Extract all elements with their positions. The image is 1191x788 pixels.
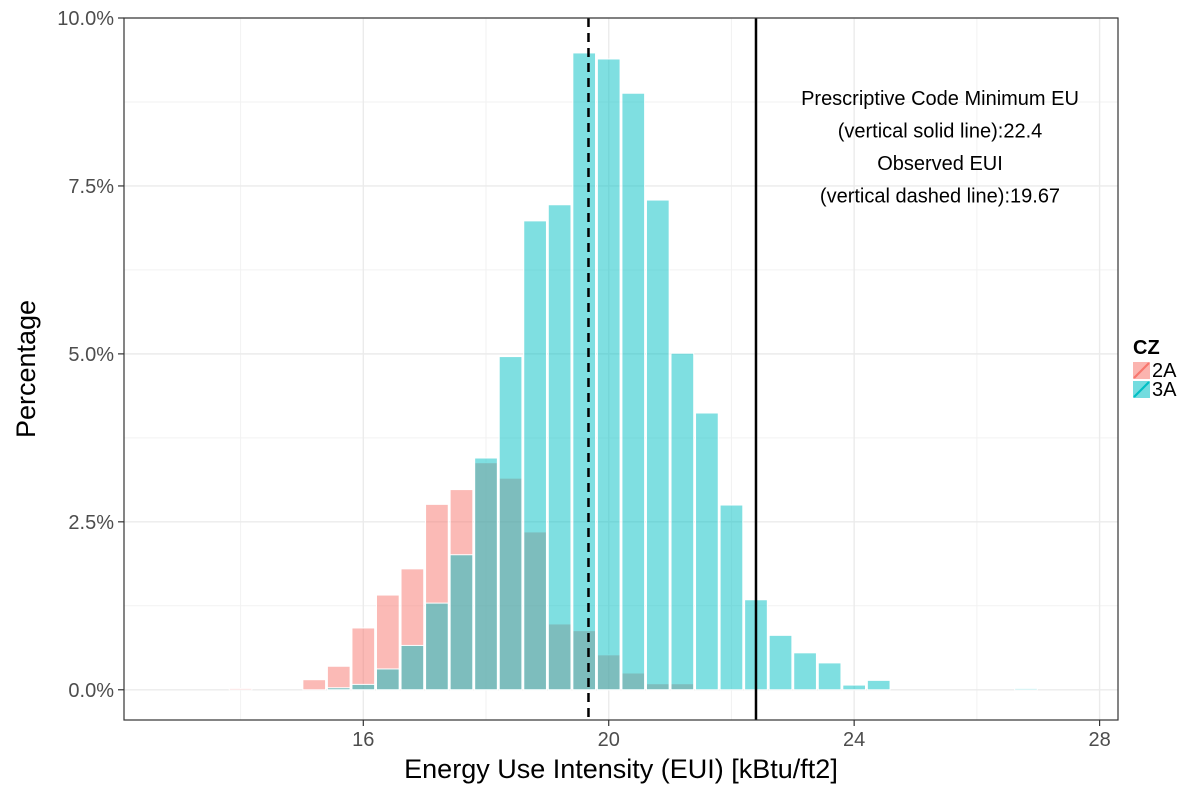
annotation-line: Prescriptive Code Minimum EU: [801, 88, 1079, 110]
bar-3a: [842, 684, 867, 691]
bar-3a: [474, 457, 498, 691]
bar-3a: [645, 199, 670, 691]
y-tick-label: 7.5%: [68, 176, 114, 198]
annotation-line: (vertical solid line):22.4: [838, 121, 1043, 143]
x-tick-label: 20: [598, 729, 620, 751]
legend-key-slash: [1133, 362, 1150, 379]
y-tick-label: 2.5%: [68, 512, 114, 534]
legend-key-slash: [1133, 381, 1150, 398]
reference-lines: [587, 18, 758, 720]
bar-3a: [400, 644, 425, 691]
bar-3a: [670, 352, 695, 691]
plot-border: [123, 17, 1119, 721]
y-axis-title: Percentage: [11, 300, 41, 438]
bar-3a: [695, 412, 719, 691]
x-tick-label: 16: [352, 729, 374, 751]
bar-3a: [621, 92, 646, 691]
legend-label-3a: 3A: [1152, 379, 1177, 401]
y-tick-label: 0.0%: [68, 680, 114, 702]
bar-3a: [523, 220, 547, 691]
bar-3a: [498, 356, 523, 691]
x-tick-label: 28: [1088, 729, 1110, 751]
annotation: Prescriptive Code Minimum EU (vertical so…: [801, 88, 1079, 208]
bar-3a: [793, 652, 817, 691]
bar-2a: [326, 665, 351, 691]
y-tick-label: 5.0%: [68, 344, 114, 366]
annotation-line: (vertical dashed line):19.67: [820, 186, 1060, 208]
y-tick-label: 10.0%: [57, 8, 114, 30]
x-tick-label: 24: [843, 729, 865, 751]
bar-3a: [1014, 687, 1038, 691]
legend-label-2a: 2A: [1152, 360, 1177, 382]
bar-2a: [351, 627, 376, 691]
bar-2a: [228, 687, 253, 691]
annotation-line: Observed EUI: [877, 153, 1003, 175]
bar-3a: [596, 58, 621, 691]
bars: [228, 52, 1038, 691]
legend-title: CZ: [1133, 337, 1160, 359]
bar-3a: [351, 683, 376, 691]
bar-2a: [302, 679, 327, 691]
bar-3a: [425, 602, 449, 691]
bar-3a: [375, 668, 400, 691]
bar-3a: [572, 52, 597, 691]
bar-3a: [547, 204, 572, 691]
bar-3a: [326, 687, 351, 691]
axis-ticks: 16 20 24 28 0.0% 2.5% 5.0% 7.5% 10.0%: [57, 8, 1110, 751]
x-axis-title: Energy Use Intensity (EUI) [kBtu/ft2]: [404, 754, 838, 784]
bar-3a: [449, 554, 474, 691]
plot-panel: [124, 18, 1118, 720]
bar-3a: [768, 634, 793, 691]
bar-3a: [817, 662, 842, 691]
bar-3a: [719, 504, 744, 691]
bar-3a: [866, 679, 891, 691]
